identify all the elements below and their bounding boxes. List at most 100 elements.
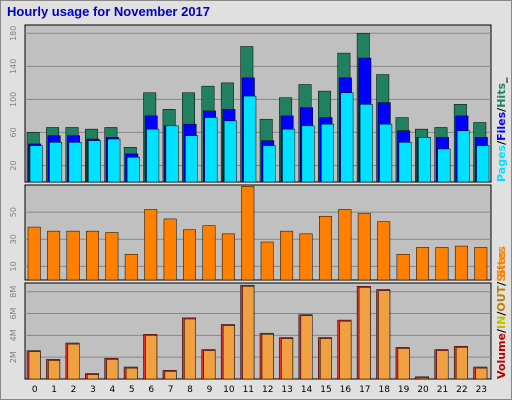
sites-bar xyxy=(221,233,235,281)
pages-bar xyxy=(204,117,218,183)
legend-volume: Volume/IN/OUT/Sites xyxy=(495,250,508,379)
legend-entry: Volume xyxy=(495,333,508,379)
volume-out-bar xyxy=(378,290,391,380)
volume-out-bar xyxy=(67,343,80,380)
y-tick-label: 30 xyxy=(9,234,18,244)
y-tick-label: 140 xyxy=(9,59,18,74)
sites-bar xyxy=(416,247,430,281)
volume-out-bar xyxy=(164,371,177,380)
volume-out-bar xyxy=(242,286,255,380)
y-tick-label: 8M xyxy=(9,286,18,298)
x-tick-label: 9 xyxy=(207,385,213,395)
x-tick-label: 7 xyxy=(168,385,174,395)
sites-bar xyxy=(280,230,294,281)
volume-out-bar xyxy=(455,347,468,380)
volume-out-bar xyxy=(125,367,138,380)
volume-out-bar xyxy=(320,338,332,380)
x-tick-label: 14 xyxy=(301,385,313,395)
volume-out-bar xyxy=(28,351,41,380)
pages-bar xyxy=(418,137,432,183)
sites-bar xyxy=(260,241,274,281)
volume-out-bar xyxy=(203,350,216,380)
legend-entry: Pages xyxy=(495,144,508,182)
pages-bar xyxy=(126,156,140,183)
legend-pages-files-hits: Pages/Files/Hits_ xyxy=(495,77,508,182)
sites-bar xyxy=(86,230,99,281)
sites-bar xyxy=(396,253,410,281)
x-tick-label: 0 xyxy=(32,385,38,395)
sites-bar xyxy=(319,215,332,281)
sites-bar xyxy=(183,229,196,281)
x-tick-label: 10 xyxy=(223,385,235,395)
legend-entry: Hits xyxy=(495,83,508,108)
pages-bar xyxy=(301,125,315,183)
y-tick-label: 50 xyxy=(9,207,18,217)
volume-out-bar xyxy=(145,335,158,380)
sites-bar xyxy=(241,186,255,281)
pages-bar xyxy=(262,145,276,183)
x-tick-label: 17 xyxy=(359,385,370,395)
pages-bar xyxy=(165,125,179,183)
sites-bar xyxy=(435,247,449,281)
pages-bar xyxy=(359,104,373,183)
pages-bar xyxy=(49,142,63,183)
x-tick-label: 23 xyxy=(476,385,487,395)
volume-out-bar xyxy=(184,318,196,380)
volume-out-bar xyxy=(417,377,430,380)
volume-out-bar xyxy=(261,334,274,380)
volume-out-bar xyxy=(339,320,352,380)
x-tick-label: 22 xyxy=(456,385,467,395)
sites-bar xyxy=(202,225,216,281)
pages-bar xyxy=(398,142,412,183)
pages-bar xyxy=(107,138,121,183)
legend-entry: OUT xyxy=(495,285,508,311)
pages-bar xyxy=(243,95,257,183)
legend-entry: Sites xyxy=(495,250,508,281)
legend-entry: / xyxy=(495,311,508,316)
legend-entry: / xyxy=(495,328,508,333)
volume-out-bar xyxy=(397,348,410,380)
volume-out-bar xyxy=(48,360,61,380)
sites-bar xyxy=(66,230,80,281)
x-tick-label: 20 xyxy=(417,385,429,395)
pages-bar xyxy=(185,135,198,183)
pages-bar xyxy=(146,128,160,183)
volume-out-bar xyxy=(475,367,488,380)
sites-bar xyxy=(105,232,119,281)
x-tick-label: 1 xyxy=(51,385,57,395)
legend-entry: / xyxy=(495,281,508,286)
sites-bar xyxy=(474,247,488,281)
x-tick-label: 12 xyxy=(262,385,273,395)
y-tick-label: 4M xyxy=(9,329,18,341)
pages-bar xyxy=(282,128,296,183)
x-tick-label: 18 xyxy=(378,385,390,395)
y-tick-label: 60 xyxy=(9,127,18,137)
pages-bar xyxy=(88,140,101,183)
sites-bar xyxy=(357,213,371,281)
x-tick-label: 16 xyxy=(340,385,352,395)
x-tick-label: 2 xyxy=(71,385,77,395)
x-tick-label: 5 xyxy=(129,385,135,395)
sites-bar xyxy=(144,209,158,281)
volume-out-bar xyxy=(358,287,371,380)
pages-bar xyxy=(340,92,354,183)
x-tick-label: 13 xyxy=(281,385,292,395)
sites-bar xyxy=(377,221,391,281)
pages-bar xyxy=(379,123,393,183)
volume-out-bar xyxy=(436,350,449,380)
x-tick-label: 3 xyxy=(90,385,96,395)
volume-out-bar xyxy=(281,338,294,380)
pages-bar xyxy=(437,148,451,183)
y-tick-label: 20 xyxy=(9,160,18,170)
legend-entry: Sites xyxy=(495,246,508,277)
sites-bar xyxy=(27,226,41,281)
panel-2 xyxy=(24,184,492,281)
x-tick-label: 19 xyxy=(398,385,410,395)
x-tick-label: 6 xyxy=(148,385,154,395)
sites-bar xyxy=(124,253,138,281)
y-tick-label: 2M xyxy=(9,351,18,363)
x-tick-label: 8 xyxy=(187,385,193,395)
x-tick-label: 11 xyxy=(243,385,254,395)
